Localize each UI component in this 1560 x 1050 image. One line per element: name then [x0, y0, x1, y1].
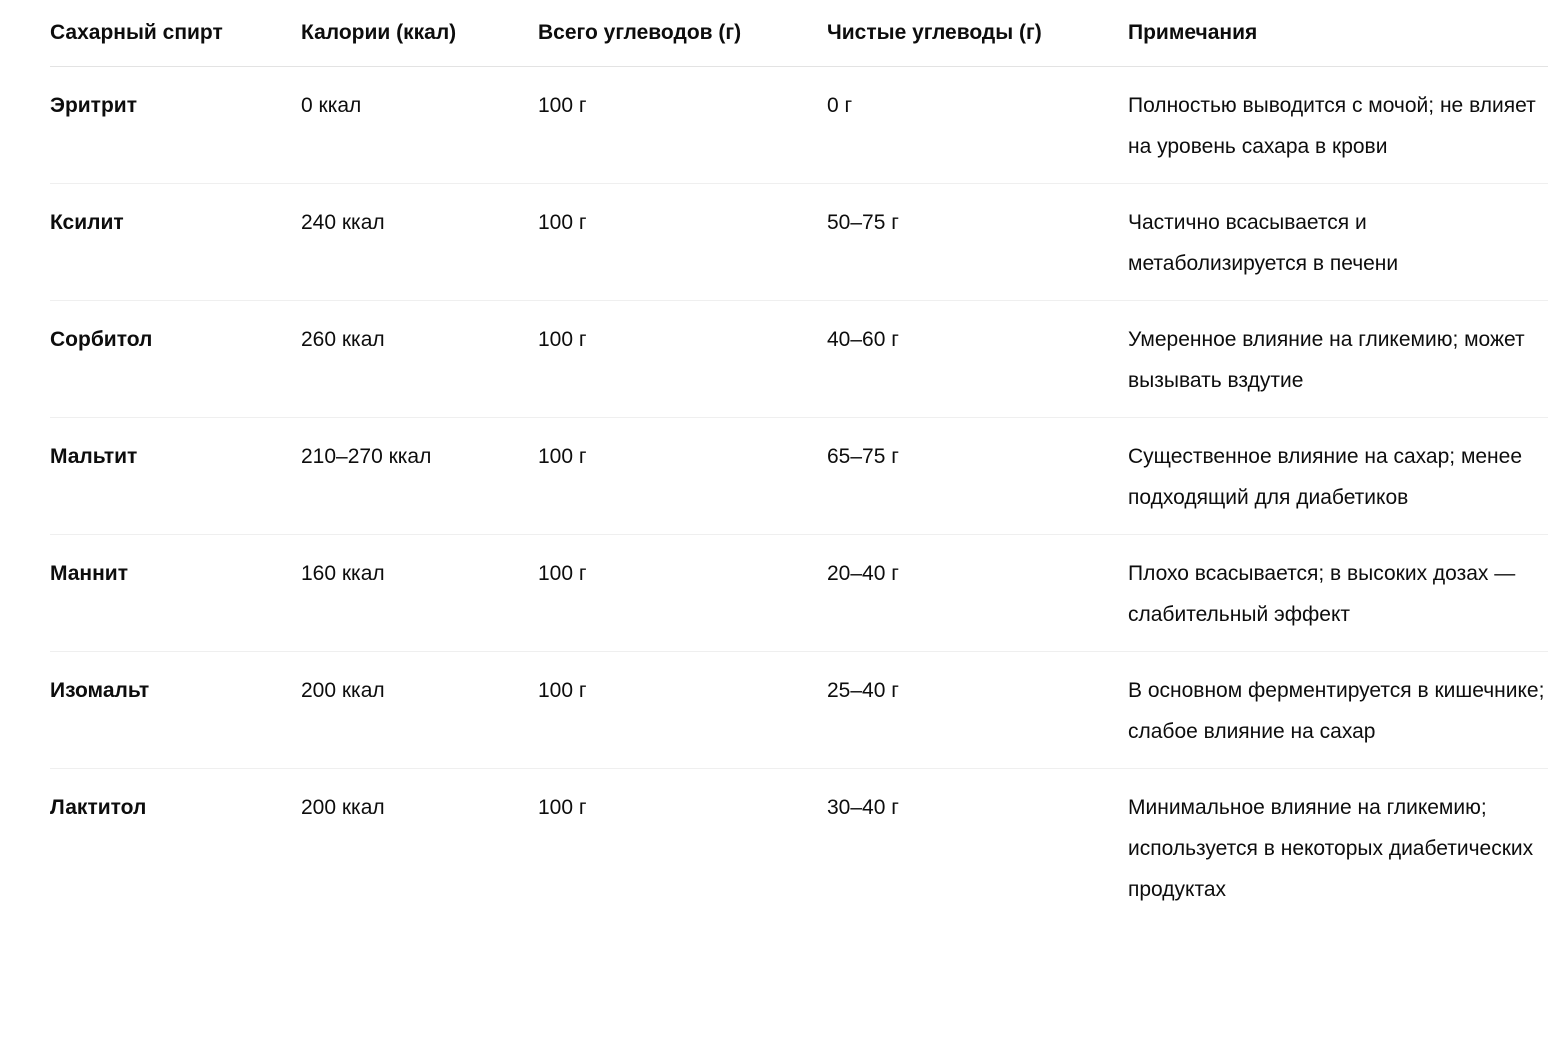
header-calories: Калории (ккал): [301, 0, 538, 67]
cell-calories: 0 ккал: [301, 66, 538, 184]
header-sugar-alcohol: Сахарный спирт: [50, 0, 301, 67]
cell-name: Сорбитол: [50, 300, 301, 418]
cell-name: Изомальт: [50, 651, 301, 769]
cell-total-carbs: 100 г: [538, 651, 827, 769]
cell-total-carbs: 100 г: [538, 534, 827, 652]
header-total-carbs: Всего углеводов (г): [538, 0, 827, 67]
cell-calories: 160 ккал: [301, 534, 538, 652]
cell-notes: Минимальное влияние на гликемию; использ…: [1128, 796, 1534, 901]
cell-calories: 200 ккал: [301, 651, 538, 769]
header-net-carbs: Чистые углеводы (г): [827, 0, 1128, 67]
cell-notes: Частично всасывается и метаболизируется …: [1128, 183, 1548, 301]
cell-total-carbs: 100 г: [538, 183, 827, 301]
cell-calories: 240 ккал: [301, 183, 538, 301]
cell-net-carbs: 25–40 г: [827, 651, 1128, 769]
cell-net-carbs: 30–40 г: [827, 796, 899, 819]
cell-notes: Плохо всасывается; в высоких дозах — сла…: [1128, 534, 1548, 652]
table-header-row: Сахарный спирт Калории (ккал) Всего углево…: [50, 0, 1548, 67]
cell-name: Маннит: [50, 534, 301, 652]
cell-net-carbs: 40–60 г: [827, 300, 1128, 418]
cell-calories: 200 ккал: [301, 796, 385, 819]
sugar-alcohols-table: Сахарный спирт Калории (ккал) Всего углево…: [50, 0, 1548, 926]
cell-total-carbs: 100 г: [538, 300, 827, 418]
table-row: Лактитол 200 ккал 100 г 30–40 г Минимальное …: [50, 769, 1548, 927]
cell-notes: Полностью выводится с мочой; не влияет н…: [1128, 66, 1548, 184]
cell-total-carbs: 100 г: [538, 796, 587, 819]
cell-net-carbs: 50–75 г: [827, 183, 1128, 301]
table-row: Мальтит 210–270 ккал 100 г 65–75 г Существен…: [50, 417, 1548, 535]
cell-total-carbs: 100 г: [538, 66, 827, 184]
cell-calories: 210–270 ккал: [301, 417, 538, 535]
cell-name: Эритрит: [50, 66, 301, 184]
cell-name: Мальтит: [50, 417, 301, 535]
cell-net-carbs: 65–75 г: [827, 417, 1128, 535]
cell-total-carbs: 100 г: [538, 417, 827, 535]
table-row: Маннит 160 ккал 100 г 20–40 г Плохо всасывае…: [50, 534, 1548, 652]
cell-net-carbs: 0 г: [827, 66, 1128, 184]
cell-notes: Существенное влияние на сахар; менее под…: [1128, 417, 1548, 535]
cell-calories: 260 ккал: [301, 300, 538, 418]
cell-notes: Умеренное влияние на гликемию; может выз…: [1128, 300, 1548, 418]
cell-notes: В основном ферментируется в кишечнике; с…: [1128, 651, 1548, 769]
cell-net-carbs: 20–40 г: [827, 534, 1128, 652]
cell-name: Ксилит: [50, 183, 301, 301]
table-row: Сорбитол 260 ккал 100 г 40–60 г Умеренное вл…: [50, 300, 1548, 418]
cell-name: Лактитол: [50, 796, 147, 819]
table-row: Ксилит 240 ккал 100 г 50–75 г Частично всасы…: [50, 183, 1548, 301]
header-notes: Примечания: [1128, 0, 1548, 67]
